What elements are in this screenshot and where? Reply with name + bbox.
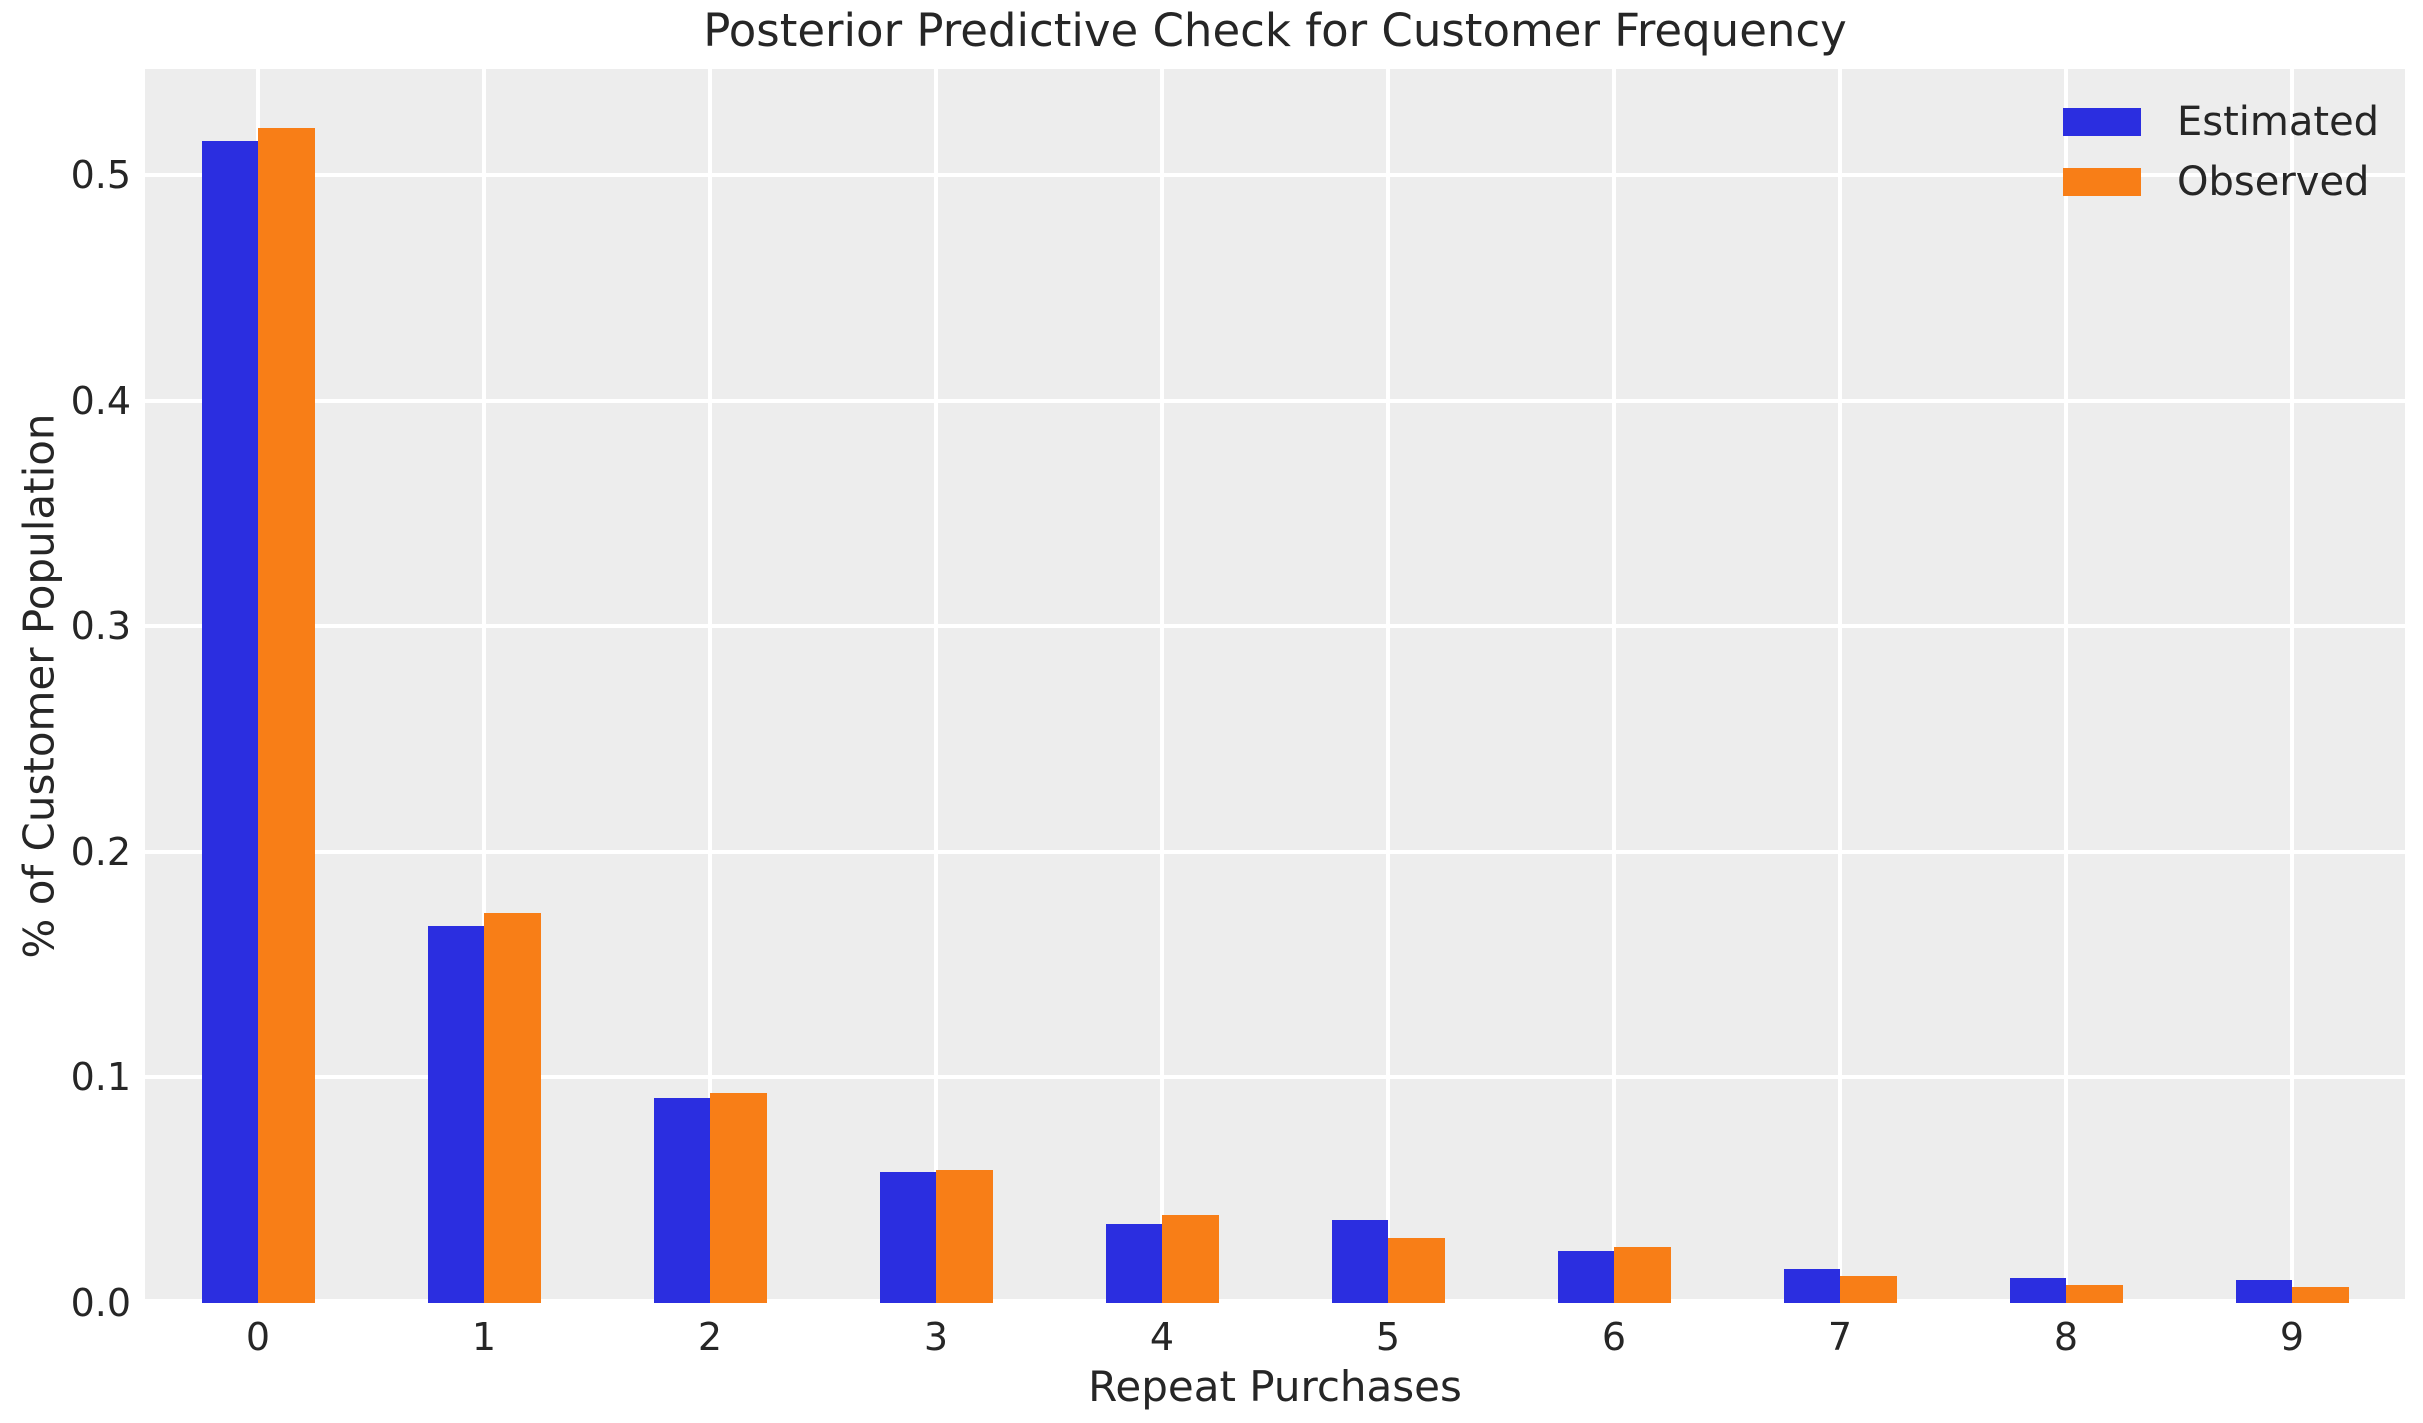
x-tick-label: 8 [2053, 1315, 2079, 1359]
bar-observed-3 [936, 1169, 993, 1303]
bar-estimated-5 [1331, 1219, 1388, 1303]
v-gridline [708, 69, 712, 1303]
bar-observed-2 [710, 1093, 767, 1303]
y-tick-label: 0.5 [70, 153, 131, 198]
plot-area: Estimated Observed [145, 69, 2405, 1303]
legend: Estimated Observed [2063, 94, 2379, 210]
bar-observed-5 [1388, 1237, 1445, 1303]
v-gridline [2290, 69, 2294, 1303]
y-tick-label: 0.3 [70, 604, 131, 649]
x-axis-ticks: 0 1 2 3 4 5 6 7 8 9 [145, 1315, 2405, 1363]
bar-estimated-7 [1783, 1269, 1840, 1303]
x-tick-label: 5 [1375, 1315, 1401, 1359]
h-gridline [145, 1075, 2405, 1080]
x-axis-label: Repeat Purchases [1088, 1362, 1462, 1411]
bar-observed-0 [258, 127, 315, 1303]
bar-observed-8 [2066, 1284, 2123, 1303]
x-tick-label: 9 [2279, 1315, 2305, 1359]
h-gridline [145, 398, 2405, 403]
v-gridline [1160, 69, 1164, 1303]
bar-estimated-3 [879, 1172, 936, 1303]
bar-estimated-2 [653, 1097, 710, 1303]
x-tick-label: 6 [1601, 1315, 1627, 1359]
bar-estimated-8 [2009, 1278, 2066, 1303]
y-tick-label: 0.0 [70, 1281, 131, 1325]
bar-observed-6 [1614, 1246, 1671, 1303]
bar-estimated-9 [2235, 1280, 2292, 1303]
bar-estimated-0 [201, 141, 258, 1303]
v-gridline [934, 69, 938, 1303]
x-tick-label: 0 [245, 1315, 271, 1359]
y-tick-label: 0.4 [70, 378, 131, 423]
x-tick-label: 3 [923, 1315, 949, 1359]
bar-estimated-4 [1105, 1224, 1162, 1303]
bar-estimated-6 [1557, 1251, 1614, 1303]
h-gridline [145, 849, 2405, 854]
bar-observed-4 [1162, 1215, 1219, 1303]
bar-observed-1 [484, 912, 541, 1303]
bar-observed-9 [2292, 1287, 2349, 1303]
legend-swatch-observed [2063, 168, 2141, 196]
chart-title: Posterior Predictive Check for Customer … [703, 4, 1847, 57]
legend-row: Observed [2063, 154, 2379, 210]
v-gridline [1612, 69, 1616, 1303]
y-axis-ticks: 0.0 0.1 0.2 0.3 0.4 0.5 [0, 69, 131, 1325]
x-tick-label: 1 [471, 1315, 497, 1359]
legend-swatch-estimated [2063, 108, 2141, 136]
x-tick-label: 2 [697, 1315, 723, 1359]
v-gridline [2064, 69, 2068, 1303]
legend-row: Estimated [2063, 94, 2379, 150]
x-tick-label: 7 [1827, 1315, 1853, 1359]
h-gridline [145, 624, 2405, 629]
bar-observed-7 [1840, 1275, 1897, 1303]
x-tick-label: 4 [1149, 1315, 1175, 1359]
h-gridline [145, 1299, 2405, 1303]
v-gridline [1386, 69, 1390, 1303]
legend-label-observed: Observed [2177, 159, 2370, 205]
h-gridline [145, 173, 2405, 178]
legend-label-estimated: Estimated [2177, 99, 2380, 145]
y-tick-label: 0.1 [70, 1055, 131, 1100]
bar-estimated-1 [427, 926, 484, 1303]
v-gridline [482, 69, 486, 1303]
y-tick-label: 0.2 [70, 829, 131, 874]
v-gridline [1838, 69, 1842, 1303]
